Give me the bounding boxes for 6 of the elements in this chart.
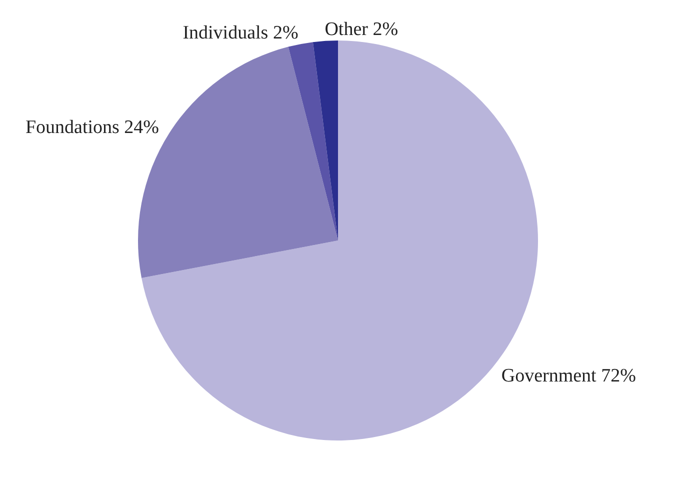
slice-label: Other 2% [324,18,398,40]
pie-slice [312,40,338,240]
slice-label: Individuals 2% [182,22,298,44]
slice-label: Government 72% [501,366,636,387]
pie-slice [288,42,338,240]
slice-label: Foundations 24% [25,116,160,138]
